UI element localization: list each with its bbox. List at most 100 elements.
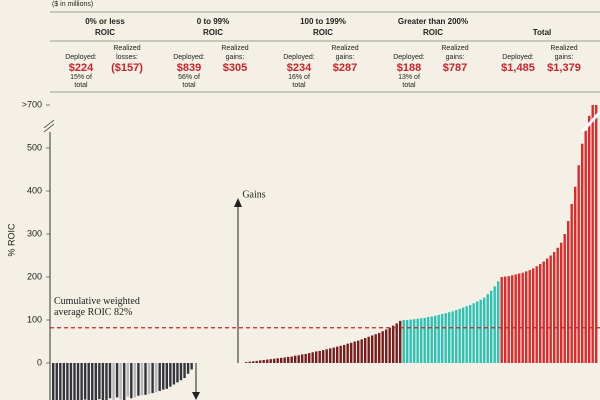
bar (581, 143, 584, 363)
column-title: Total (533, 28, 552, 37)
column-title: ROIC (313, 28, 333, 37)
bar (525, 271, 528, 363)
deployed-label: Deployed: (393, 54, 425, 61)
bar (172, 363, 176, 385)
bar (553, 252, 556, 363)
realized-amount: $1,379 (547, 62, 581, 74)
share-label: 56% of (178, 74, 200, 81)
axis-break (43, 119, 55, 129)
top-break (580, 110, 600, 134)
bar (266, 359, 269, 363)
deployed-amount: $234 (287, 62, 312, 74)
axis-break (43, 123, 55, 133)
bar (311, 352, 314, 363)
bar (325, 349, 328, 363)
arrow-head (192, 392, 200, 400)
bar (476, 301, 479, 363)
bar (371, 335, 374, 363)
share-label: total (74, 82, 88, 89)
deployed-label: Deployed: (283, 54, 315, 61)
column-title: 0% or less (85, 17, 125, 26)
bar (588, 115, 591, 363)
bar (245, 362, 248, 363)
realized-label: Realized (441, 45, 468, 52)
bar (570, 203, 573, 363)
bar (297, 355, 300, 363)
bar (52, 363, 55, 400)
bar (273, 358, 276, 363)
bar (329, 348, 332, 363)
gains-label: Gains (242, 189, 265, 200)
bar (479, 299, 482, 363)
share-label: total (292, 82, 306, 89)
realized-label: gains: (446, 54, 465, 61)
bar (595, 105, 598, 363)
bar (497, 281, 500, 363)
bar (539, 264, 542, 363)
bar (147, 363, 151, 394)
deployed-amount: $839 (177, 62, 201, 74)
bar (283, 357, 286, 363)
realized-label: Realized (550, 45, 577, 52)
bar (353, 341, 356, 363)
realized-label: Realized (331, 45, 358, 52)
bar (462, 307, 465, 363)
bar (507, 276, 510, 363)
bar (133, 363, 137, 398)
y-tick-label: >700 (22, 99, 42, 109)
bar (262, 359, 265, 363)
bar (91, 363, 94, 400)
bar (280, 357, 283, 363)
bar (535, 266, 538, 363)
bar (357, 340, 360, 363)
bar (73, 363, 76, 400)
bar (140, 363, 144, 396)
bar (186, 363, 190, 374)
bar (108, 363, 112, 399)
bar (392, 325, 395, 363)
bar (315, 351, 318, 363)
bar (584, 130, 587, 363)
bar (290, 356, 293, 363)
bar (259, 360, 262, 363)
bar (190, 363, 193, 370)
bar (567, 221, 570, 363)
bar (343, 344, 346, 363)
realized-label: gains: (336, 54, 355, 61)
bar (123, 363, 126, 400)
bar (115, 363, 119, 398)
bar (511, 275, 514, 363)
bar (385, 329, 388, 363)
bar (483, 297, 486, 363)
bar (105, 363, 108, 400)
bar (252, 361, 255, 363)
bar (374, 334, 377, 363)
bar (402, 320, 405, 363)
bar (332, 347, 335, 363)
bar (430, 316, 433, 363)
bar (504, 276, 507, 363)
bar (591, 105, 594, 363)
bar (472, 303, 475, 363)
bar (416, 318, 419, 363)
bar (350, 342, 353, 363)
bar (137, 363, 140, 396)
bar (322, 350, 325, 363)
bar (423, 317, 426, 363)
bar (183, 363, 186, 379)
bar (126, 363, 129, 397)
bar (119, 363, 122, 400)
bar (83, 363, 87, 400)
bar (364, 338, 367, 363)
y-tick-label: 0 (37, 357, 42, 367)
realized-label: gains: (226, 54, 245, 61)
bar (406, 320, 409, 363)
bar (98, 363, 101, 400)
bar (301, 354, 304, 363)
bar (500, 277, 503, 363)
bar (409, 319, 412, 363)
bar (532, 268, 535, 363)
bar (437, 314, 440, 363)
realized-label: Realized (221, 45, 248, 52)
